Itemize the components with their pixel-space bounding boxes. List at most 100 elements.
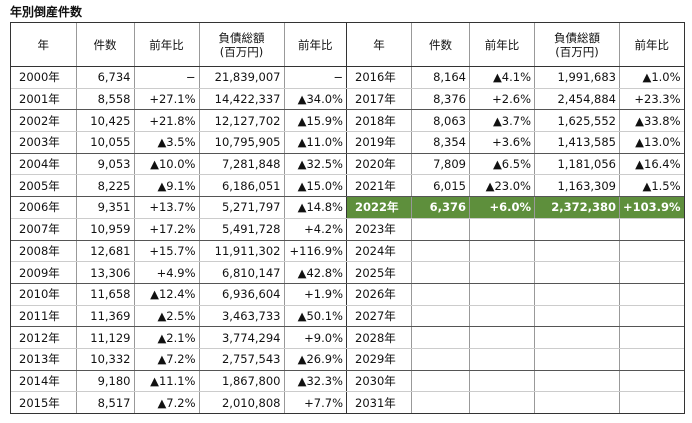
table-cell: 2021年 [346,174,412,198]
table-cell: − [283,66,346,89]
table-row: 2011年 11,369 ▲2.5% 3,463,733 ▲50.1% [11,305,346,328]
table-cell [469,261,535,284]
header-cell: 負債総額 (百万円) [534,23,620,67]
table-cell: 6,376 [411,196,470,219]
table-cell: 2015年 [19,395,60,410]
table-cell: 2020年 [346,153,412,176]
table-head: 年件数 前年比 負債総額 (百万円) 前年比 [11,23,346,67]
table-cell: 2024年 [346,240,412,263]
table-cell: ▲15.0% [283,174,346,198]
table-cell: 2005年 [11,174,76,198]
table-cell: 2,372,380 [534,196,620,219]
table-cell: ▲32.3% [283,370,346,393]
table-cell: − [133,66,199,89]
table-cell [411,391,470,413]
table-cell: 2002年 [11,109,76,133]
table-cell: +6.0% [469,196,535,219]
table-cell [534,283,620,306]
table-cell: 2009年 [11,261,76,284]
table-cell: 2030年 [346,370,412,393]
table-row: 2026年 [346,283,684,306]
table-cell: 2027年 [346,305,412,328]
table-cell: +103.9% [618,196,684,219]
table-head: 年件数 前年比 負債総額 (百万円) 前年比 [346,23,684,67]
table-cell: 2011年 [11,305,76,328]
table-cell: 14,422,337 [198,88,284,111]
table-cell: ▲13.0% [618,131,684,154]
table-cell: 11,911,302 [198,240,284,263]
table-cell: 11,129 [75,326,134,349]
table-cell: 2019年 [346,131,412,154]
header-cell: 負債総額 (百万円) [198,23,284,67]
table-cell: 2023年 [346,218,412,241]
table-cell [534,326,620,349]
table-cell [618,326,684,349]
table-cell: +15.7% [133,240,199,263]
header-row: 年件数 前年比 負債総額 (百万円) 前年比 [11,23,346,67]
table-row: 2010年 11,658 ▲12.4% 6,936,604 +1.9% [11,283,346,306]
table-cell: 2014年 [11,370,76,393]
table-cell: ▲3.7% [469,109,535,133]
table-cell: 2,757,543 [198,348,284,371]
table-cell: +3.6% [469,131,535,154]
table-cell: ▲12.4% [133,283,199,306]
table-cell: 13,306 [75,261,134,284]
table-cell: ▲2.5% [133,305,199,328]
table-cell [618,218,684,241]
table-row: 2021年 6,015 ▲23.0% 1,163,309 ▲1.5% [346,174,684,198]
table-cell: +27.1% [133,88,199,111]
table-cell: ▲15.9% [283,109,346,133]
right-table: 年件数 前年比 負債総額 (百万円) 前年比 2016年 8,164 ▲4.1% 1,991,… [346,23,684,413]
table-cell: 10,055 [75,131,134,154]
table-cell: ▲11.1% [133,370,199,393]
table-cell [469,370,535,393]
table-row: 2024年 [346,240,684,263]
table-cell [618,240,684,263]
table-cell [469,240,535,263]
table-row: 2030年 [346,370,684,393]
table-row: 2028年 [346,326,684,349]
table-cell [618,348,684,371]
table-cell [469,348,535,371]
table-cell [469,218,535,241]
table-cell: 6,734 [75,66,134,89]
table-cell: 5,491,728 [198,218,284,241]
table-cell: 2001年 [11,88,76,111]
table-cell: ▲42.8% [283,261,346,284]
table-cell: 2031年 [355,395,396,410]
table-row: 2016年 8,164 ▲4.1% 1,991,683 ▲1.0% [346,66,684,89]
table-cell [411,370,470,393]
table-cell: 10,332 [75,348,134,371]
table-row: 2023年 [346,218,684,241]
table-cell: 1,413,585 [534,131,620,154]
table-row: 2003年 10,055 ▲3.5% 10,795,905 ▲11.0% [11,131,346,154]
table-cell [618,283,684,306]
table-cell: ▲32.5% [283,153,346,176]
table-cell: 11,369 [75,305,134,328]
table-cell [411,348,470,371]
table-cell: ▲33.8% [618,109,684,133]
table-cell [411,283,470,306]
table-cell: 12,681 [75,240,134,263]
table-cell: ▲4.1% [469,66,535,89]
table-cell: +4.9% [133,261,199,284]
table-cell: 2003年 [11,131,76,154]
table-cell: ▲11.0% [283,131,346,154]
table-cell [618,391,684,413]
table-cell: 2006年 [11,196,76,219]
table-cell: 2022年 [346,196,412,219]
table-cell: 2029年 [346,348,412,371]
header-row: 年件数 前年比 負債総額 (百万円) 前年比 [346,23,684,67]
table-cell: 7,809 [411,153,470,176]
table-row: 2002年 10,425 +21.8% 12,127,702 ▲15.9% [11,109,346,133]
table-cell: 2012年 [11,326,76,349]
table-cell: 6,015 [411,174,470,198]
header-cell: 前年比 [618,23,684,67]
table-cell: +21.8% [133,109,199,133]
table-row: 2009年 13,306 +4.9% 6,810,147 ▲42.8% [11,261,346,284]
table-cell: 9,053 [75,153,134,176]
table-row: 2015年 8,517 ▲7.2% 2,010,808 +7.7% [11,391,346,413]
table-cell: 2016年 [346,66,412,89]
table-cell: 6,810,147 [198,261,284,284]
table-cell [469,391,535,413]
